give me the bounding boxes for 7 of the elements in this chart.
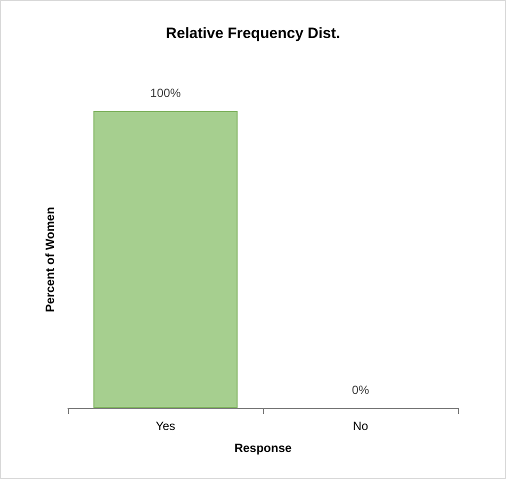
x-tick-label: No <box>352 419 368 433</box>
x-tick-label: Yes <box>156 419 176 433</box>
y-axis-title: Percent of Women <box>43 206 57 312</box>
data-label: 100% <box>150 86 182 100</box>
data-label: 0% <box>352 383 370 397</box>
x-axis-title: Response <box>234 441 292 455</box>
chart-title: Relative Frequency Dist. <box>166 25 340 42</box>
